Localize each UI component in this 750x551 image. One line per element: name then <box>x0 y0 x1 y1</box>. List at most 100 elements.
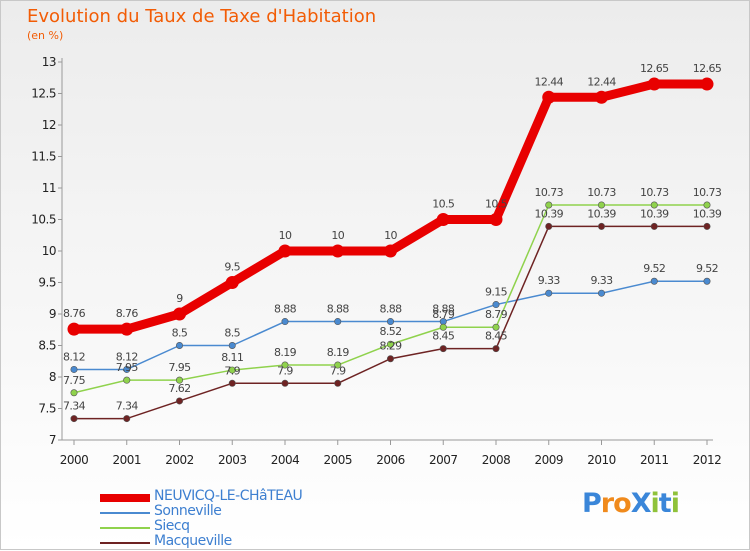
logo-letter: i <box>670 488 680 519</box>
logo-letter: t <box>658 488 672 519</box>
data-point-siecq <box>703 201 711 209</box>
data-point-neuvicq <box>542 90 556 104</box>
data-point-siecq <box>492 323 500 331</box>
data-label-macqueville: 10.39 <box>693 207 722 220</box>
logo-letter: X <box>630 488 652 519</box>
x-tick-label: 2006 <box>376 453 405 467</box>
data-label-macqueville: 8.45 <box>485 330 508 343</box>
data-point-neuvicq <box>436 213 450 226</box>
data-label-siecq: 8.19 <box>274 346 297 359</box>
data-label-neuvicq: 10 <box>384 229 397 242</box>
y-tick-label: 12.5 <box>31 87 56 101</box>
data-label-macqueville: 10.39 <box>535 207 564 220</box>
data-point-siecq <box>386 340 394 348</box>
data-label-siecq: 8.52 <box>379 325 401 338</box>
data-label-macqueville: 8.29 <box>379 340 402 353</box>
y-tick-label: 8 <box>49 370 56 384</box>
y-tick-label: 11.5 <box>31 150 56 164</box>
data-point-macqueville <box>439 345 447 353</box>
data-point-siecq <box>545 201 553 209</box>
data-point-macqueville <box>597 222 605 230</box>
data-label-siecq: 7.75 <box>63 374 86 387</box>
data-point-neuvicq <box>700 77 714 91</box>
data-label-siecq: 8.19 <box>327 346 350 359</box>
logo-letter: r <box>600 488 614 519</box>
data-label-macqueville: 10.39 <box>587 207 616 220</box>
data-point-neuvicq <box>225 276 239 289</box>
y-tick-label: 10.5 <box>31 213 56 227</box>
y-tick-label: 10 <box>42 244 56 258</box>
data-label-sonneville: 8.88 <box>379 303 402 316</box>
chart-title: Evolution du Taux de Taxe d'Habitation <box>27 6 377 27</box>
x-tick-label: 2009 <box>534 453 563 467</box>
x-tick-label: 2004 <box>271 453 300 467</box>
data-point-neuvicq <box>278 244 292 258</box>
data-point-sonneville <box>176 341 184 349</box>
data-label-neuvicq: 9 <box>176 292 183 305</box>
y-tick-label: 8.5 <box>38 339 56 353</box>
data-point-macqueville <box>492 345 500 353</box>
data-point-sonneville <box>650 277 658 285</box>
data-label-sonneville: 8.12 <box>63 350 85 363</box>
data-label-neuvicq: 10.5 <box>432 198 455 211</box>
y-tick-label: 13 <box>42 55 56 69</box>
data-point-macqueville <box>281 379 289 387</box>
proxiti-logo: ProXiti <box>582 488 680 519</box>
data-point-sonneville <box>545 289 553 297</box>
data-point-macqueville <box>650 222 658 230</box>
logo-letter: o <box>613 488 632 519</box>
data-label-sonneville: 9.33 <box>538 274 561 287</box>
data-point-neuvicq <box>67 322 81 336</box>
data-point-siecq <box>281 361 289 369</box>
x-tick-label: 2001 <box>112 453 141 467</box>
data-label-neuvicq: 12.44 <box>535 75 564 88</box>
x-tick-label: 2003 <box>218 453 247 467</box>
data-label-neuvicq: 8.76 <box>63 307 86 320</box>
data-label-siecq: 8.11 <box>221 351 243 364</box>
data-label-macqueville: 7.9 <box>330 364 346 377</box>
data-label-neuvicq: 8.76 <box>116 307 139 320</box>
x-tick-label: 2010 <box>587 453 616 467</box>
x-tick-label: 2005 <box>323 453 352 467</box>
legend-label-macqueville: Macqueville <box>154 533 232 549</box>
data-point-sonneville <box>281 318 289 326</box>
data-label-sonneville: 8.88 <box>432 303 455 316</box>
legend-label-siecq: Siecq <box>154 518 190 534</box>
data-point-macqueville <box>545 222 553 230</box>
legend-swatch-sonneville <box>100 512 150 514</box>
logo-letter: P <box>582 488 602 519</box>
data-label-sonneville: 9.52 <box>643 262 665 275</box>
data-point-sonneville <box>386 318 394 326</box>
data-point-neuvicq <box>331 244 345 258</box>
legend-swatch-macqueville <box>100 542 150 544</box>
data-label-macqueville: 8.45 <box>432 330 455 343</box>
data-point-macqueville <box>176 397 184 405</box>
data-point-siecq <box>123 376 131 384</box>
data-label-siecq: 10.73 <box>535 186 564 199</box>
data-point-siecq <box>70 389 78 397</box>
data-point-macqueville <box>334 379 342 387</box>
data-label-siecq: 10.73 <box>640 186 669 199</box>
legend-swatch-siecq <box>100 527 150 529</box>
data-label-macqueville: 10.39 <box>640 207 669 220</box>
data-label-sonneville: 9.33 <box>590 274 613 287</box>
x-tick-label: 2012 <box>693 453 722 467</box>
x-tick-label: 2011 <box>640 453 669 467</box>
data-point-sonneville <box>123 365 131 373</box>
data-label-sonneville: 9.15 <box>485 286 508 299</box>
data-label-siecq: 10.73 <box>587 186 616 199</box>
data-point-siecq <box>597 201 605 209</box>
data-label-macqueville: 7.34 <box>116 400 139 413</box>
data-label-neuvicq: 10.5 <box>485 198 508 211</box>
data-label-macqueville: 7.34 <box>63 400 86 413</box>
data-label-siecq: 7.95 <box>116 361 139 374</box>
data-point-sonneville <box>228 341 236 349</box>
data-point-macqueville <box>228 379 236 387</box>
data-label-siecq: 8.79 <box>485 308 508 321</box>
x-tick-label: 2002 <box>165 453 194 467</box>
data-label-neuvicq: 12.65 <box>640 62 669 75</box>
legend-label-sonneville: Sonneville <box>154 503 222 519</box>
data-point-neuvicq <box>173 307 186 321</box>
logo-letter: i <box>650 488 660 519</box>
